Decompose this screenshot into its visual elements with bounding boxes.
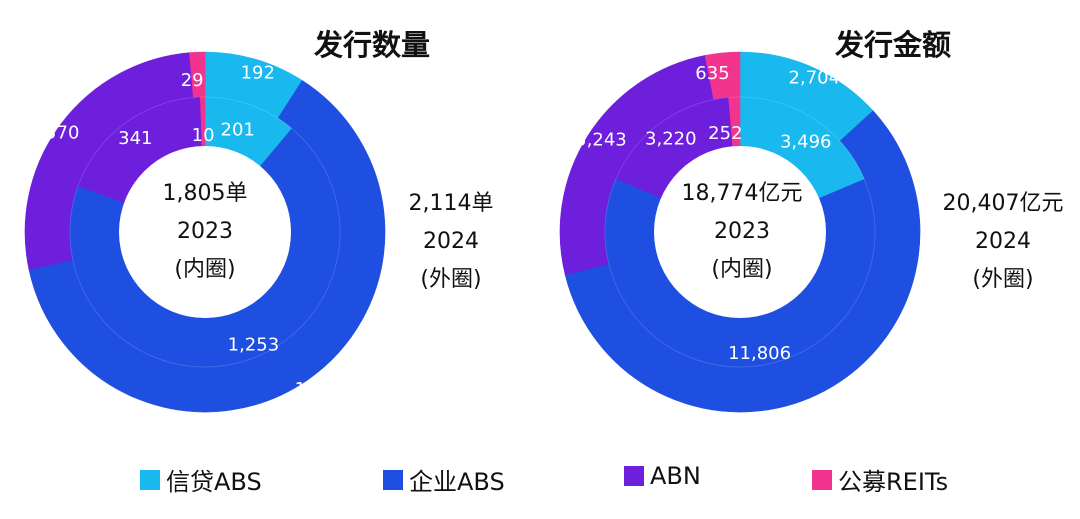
outer-ring-2024-corporate-abs-label: 1,323 xyxy=(295,379,347,400)
inner-ring-2023-corporate-abs-label: 11,806 xyxy=(728,343,791,364)
chart-title: 发行金额 xyxy=(834,28,951,62)
inner-total-line-2: 2023 xyxy=(177,219,233,244)
outer-total-line-2: 2024 xyxy=(423,229,479,254)
legend-label-reits: 公募REITs xyxy=(838,468,949,496)
chart-title: 发行数量 xyxy=(313,28,430,62)
legend-label-credit-abs: 信贷ABS xyxy=(166,468,262,496)
outer-total-line-1: 20,407亿元 xyxy=(943,191,1064,216)
inner-ring-2023-abn-label: 341 xyxy=(118,128,152,149)
legend-swatch-reits xyxy=(812,469,832,490)
inner-total-line-3: (内圈) xyxy=(711,257,772,282)
outer-total-line-1: 2,114单 xyxy=(409,191,494,216)
legend-item-corporate-abs: 企业ABS xyxy=(383,462,505,497)
outer-ring-2024-credit-abs-label: 192 xyxy=(241,62,275,83)
inner-total-line-1: 18,774亿元 xyxy=(682,181,803,206)
donut-hole xyxy=(654,146,826,318)
inner-ring-2023-corporate-abs-label: 1,253 xyxy=(228,334,280,355)
inner-total-line-2: 2023 xyxy=(714,219,770,244)
inner-ring-2023-credit-abs-label: 201 xyxy=(221,120,255,141)
outer-ring-2024-abn-label: 5,243 xyxy=(575,129,627,150)
outer-total-line-3: (外圈) xyxy=(972,267,1033,292)
inner-total-line-1: 1,805单 xyxy=(163,181,248,206)
inner-ring-2023-reits-label: 252 xyxy=(708,123,742,144)
legend-swatch-credit-abs xyxy=(140,469,160,490)
legend-item-reits: 公募REITs xyxy=(812,462,948,497)
outer-total-line-2: 2024 xyxy=(975,229,1031,254)
donut-hole xyxy=(119,146,291,318)
legend-item-credit-abs: 信贷ABS xyxy=(140,462,262,497)
legend-label-abn: ABN xyxy=(650,462,701,490)
chart-legend: 信贷ABS 企业ABS ABN 公募REITs xyxy=(0,462,1080,502)
outer-ring-2024-credit-abs-label: 2,704 xyxy=(789,68,841,89)
ring-divider xyxy=(69,96,341,368)
issuance-amount-chart: 发行金额 2,704 11,825 5,243 635 3,496 11,806 3,220 2… xyxy=(559,28,1064,416)
inner-ring-2023-credit-abs-label: 3,496 xyxy=(780,131,832,152)
issuance-count-chart: 发行数量 192 1,323 570 29 201 1,253 341 10 1,805单 2023… xyxy=(24,28,494,413)
legend-label-corporate-abs: 企业ABS xyxy=(409,468,505,496)
inner-total-line-3: (内圈) xyxy=(174,257,235,282)
inner-ring-2023-reits-label: 10 xyxy=(192,125,215,146)
outer-ring-2024-reits-label: 29 xyxy=(181,70,204,91)
legend-swatch-corporate-abs xyxy=(383,469,403,490)
legend-item-abn: ABN xyxy=(624,462,701,490)
outer-total-line-3: (外圈) xyxy=(420,267,481,292)
outer-ring-2024-reits-label: 635 xyxy=(695,63,729,84)
inner-ring-2023-abn-label: 3,220 xyxy=(645,129,697,150)
legend-swatch-abn xyxy=(624,466,644,486)
ring-divider xyxy=(604,96,876,368)
outer-ring-2024-abn-label: 570 xyxy=(45,122,79,143)
outer-ring-2024-corporate-abs-label: 11,825 xyxy=(823,395,886,416)
